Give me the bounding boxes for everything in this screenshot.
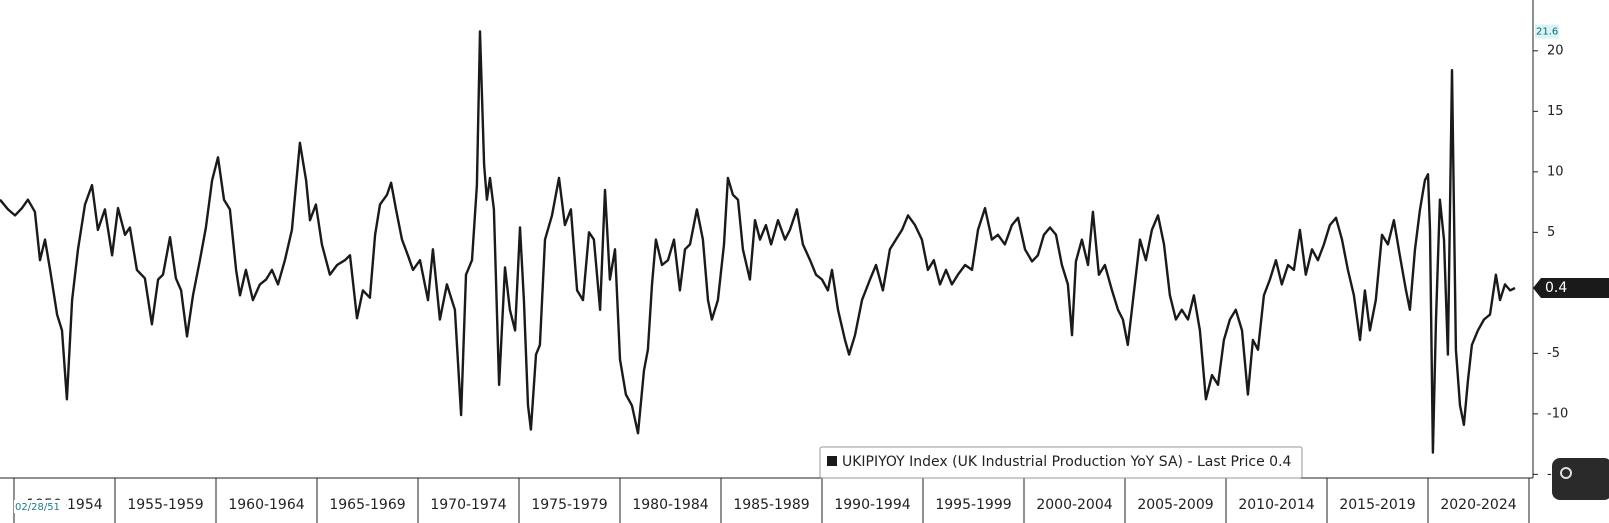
date-box [14, 500, 66, 513]
last-price-label: 0.4 [1545, 280, 1567, 296]
x-period-label: 1955-1959 [127, 497, 203, 513]
x-period-label: 1975-1979 [531, 497, 607, 513]
y-tick-label: 10 [1547, 164, 1564, 179]
max-label: 21.6 [1536, 26, 1558, 37]
x-period-label: 1995-1999 [935, 497, 1011, 513]
y-tick-label: -5 [1547, 346, 1560, 361]
y-tick-label: 15 [1547, 104, 1564, 119]
legend-label: UKIPIYOY Index (UK Industrial Production… [842, 454, 1292, 470]
x-period-label: 2010-2014 [1238, 497, 1314, 513]
legend-box [819, 446, 1303, 479]
y-tick-label: 5 [1547, 225, 1555, 240]
date-label: 02/28/51 [15, 502, 60, 513]
series-line [0, 30, 1516, 454]
x-period-label: 1960-1964 [228, 497, 304, 513]
y-tick-label: 20 [1547, 43, 1564, 58]
x-period-label: 2015-2019 [1339, 497, 1415, 513]
x-period-label: 1965-1969 [329, 497, 405, 513]
legend: UKIPIYOY Index (UK Industrial Production… [819, 446, 1303, 479]
max-label-box [1535, 24, 1559, 39]
x-period-label: 2005-2009 [1137, 497, 1213, 513]
y-tick-label: -10 [1547, 406, 1568, 421]
corner-icon-glyph [1560, 467, 1572, 479]
x-period-label: 1970-1974 [430, 497, 506, 513]
x-period-label: 2000-2004 [1036, 497, 1112, 513]
legend-swatch [827, 456, 837, 466]
x-period-label: 2020-2024 [1440, 497, 1516, 513]
corner-icon [1552, 458, 1609, 500]
x-period-label: 1990-1994 [834, 497, 910, 513]
x-period-label: 1985-1989 [733, 497, 809, 513]
x-period-label: 1980-1984 [632, 497, 708, 513]
last-price-tag [1533, 278, 1609, 299]
